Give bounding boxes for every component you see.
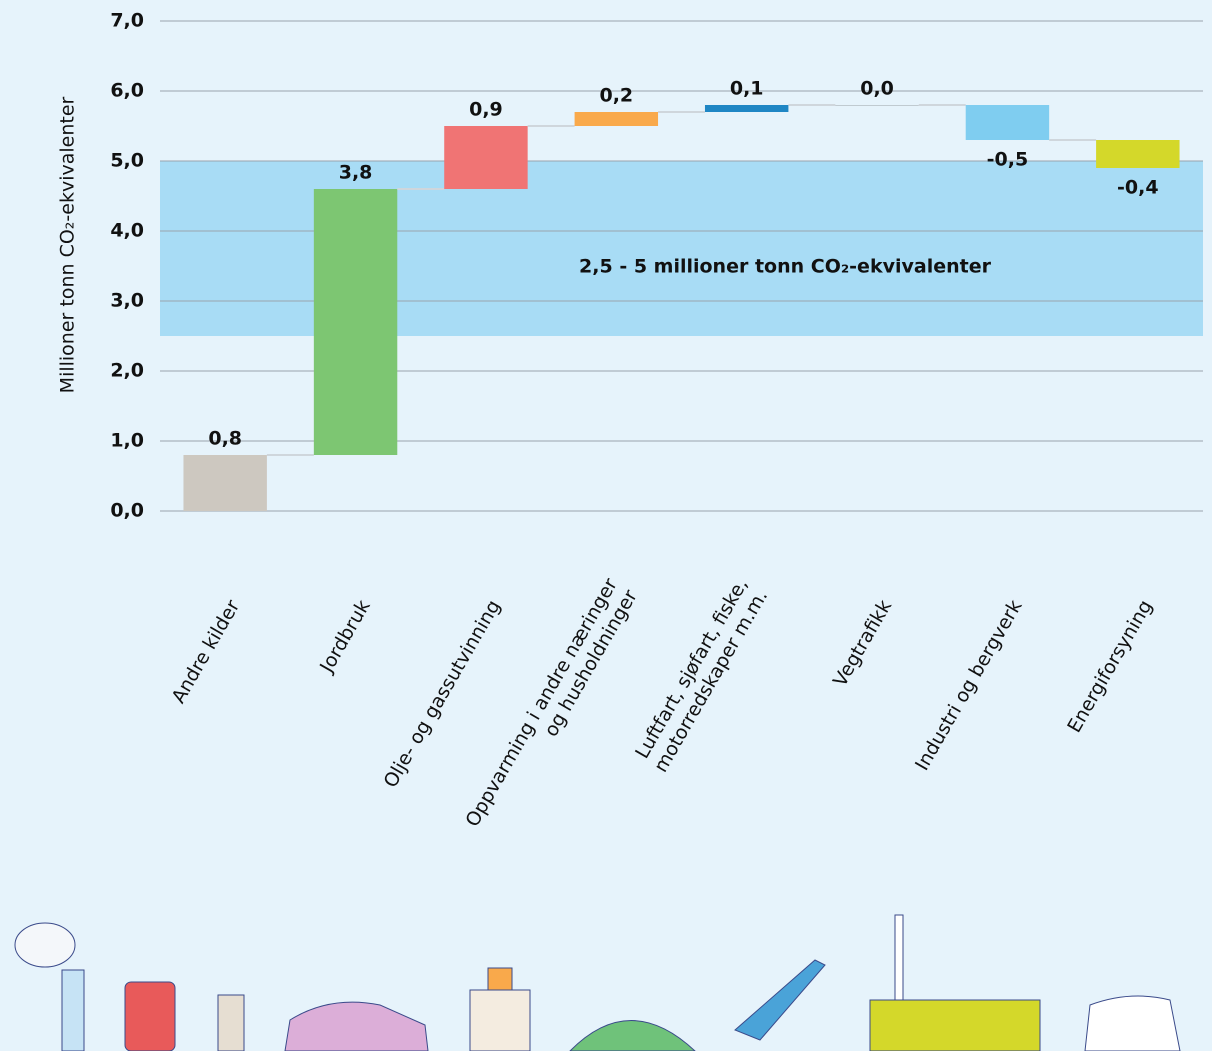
cloud-icon [14, 922, 76, 968]
car-icon [284, 1001, 429, 1051]
value-label: 0,8 [208, 428, 242, 450]
y-tick-label: 5,0 [110, 150, 144, 172]
stove-pipe-icon [487, 967, 513, 991]
x-tick-label: Jordbruk [315, 596, 374, 677]
factory-icon [869, 999, 1041, 1051]
x-tick-label: Luftfart, sjøfart, fiske,motorredskaper … [629, 574, 771, 776]
bar [183, 455, 267, 511]
value-label: -0,4 [1117, 177, 1159, 199]
band-label: 2,5 - 5 millioner tonn CO₂-ekvivalenter [579, 256, 992, 278]
y-axis-label: Millioner tonn CO₂-ekvivalenter [57, 96, 79, 393]
stove-icon [469, 989, 531, 1051]
value-label: 0,1 [730, 78, 764, 100]
hill-icon [569, 1020, 696, 1051]
stack-icon [894, 914, 904, 1006]
value-label: 0,0 [860, 78, 894, 100]
decoration [14, 914, 1181, 1051]
y-tick-label: 2,0 [110, 360, 144, 382]
y-tick-label: 0,0 [110, 500, 144, 522]
bar [835, 105, 919, 106]
bar [965, 105, 1050, 140]
chimney-icon [61, 969, 85, 1051]
x-tick-label: Energiforsyning [1063, 596, 1157, 736]
value-label: 0,9 [469, 99, 503, 121]
y-tick-label: 3,0 [110, 290, 144, 312]
y-tick-label: 1,0 [110, 430, 144, 452]
y-tick-label: 4,0 [110, 220, 144, 242]
bar [313, 189, 398, 455]
bar [1096, 140, 1180, 168]
y-tick-label: 7,0 [110, 10, 144, 32]
cow-icon [1084, 995, 1181, 1051]
value-label: 0,2 [599, 85, 633, 107]
canister-icon [217, 994, 245, 1051]
x-tick-label: Industri og bergverk [911, 596, 1027, 774]
x-tick-label: Vegtrafikk [829, 596, 896, 690]
bar [444, 126, 528, 189]
bar [574, 112, 659, 126]
bar [704, 105, 789, 112]
x-tick-label: Olje- og gassutvinning [380, 596, 505, 791]
x-tick-label: Andre kilder [168, 596, 245, 707]
barrel-icon [124, 981, 176, 1051]
value-label: -0,5 [987, 149, 1029, 171]
plane-icon [734, 959, 826, 1041]
value-label: 3,8 [339, 162, 373, 184]
y-tick-label: 6,0 [110, 80, 144, 102]
